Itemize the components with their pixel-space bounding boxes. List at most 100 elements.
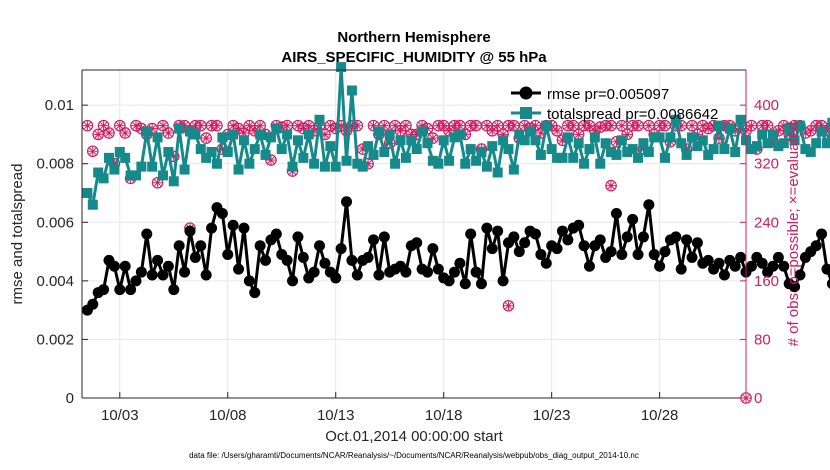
legend-totalspread-marker: [520, 107, 532, 119]
totalspread-point: [465, 144, 476, 155]
rmse-point: [351, 269, 363, 281]
totalspread-point: [341, 155, 352, 166]
totalspread-point: [816, 126, 827, 137]
rmse-point: [826, 278, 830, 289]
totalspread-point: [627, 144, 638, 155]
totalspread-point: [805, 147, 816, 157]
rmse-point: [125, 284, 137, 296]
totalspread-point: [665, 132, 676, 143]
rmse-point: [486, 243, 498, 255]
obs-marker: [194, 119, 207, 132]
y-tick-left-label: 0.002: [36, 331, 74, 348]
totalspread-point: [638, 138, 649, 149]
totalspread-point: [687, 132, 698, 143]
totalspread-point: [622, 147, 633, 157]
y-axis-right-label: # of obs: o=possible; ×=evaluated: [785, 122, 802, 347]
obs-marker-cross: [569, 122, 577, 130]
rmse-point: [222, 249, 234, 260]
obs-marker-circle: [200, 132, 212, 144]
rmse-point: [508, 231, 520, 243]
rmse-point: [789, 281, 801, 293]
totalspread-point: [255, 129, 266, 140]
totalspread-point: [611, 149, 622, 160]
rmse-point: [443, 275, 455, 287]
totalspread-point: [606, 147, 617, 157]
totalspread-point: [368, 149, 379, 160]
rmse-point: [238, 222, 250, 234]
rmse-point: [794, 269, 806, 281]
rmse-point: [519, 237, 531, 249]
x-tick-label: 10/23: [533, 407, 571, 424]
totalspread-point: [411, 144, 422, 155]
obs-marker-special-circle: [502, 299, 515, 312]
y-tick-right-label: 160: [754, 273, 779, 290]
obs-marker-circle: [427, 132, 439, 144]
rmse-point: [691, 237, 703, 249]
y-tick-left-label: 0.008: [36, 156, 74, 173]
rmse-point: [152, 254, 164, 266]
data-file-footnote: data file: /Users/gharamti/Documents/NCA…: [189, 451, 639, 460]
totalspread-point: [190, 129, 201, 140]
obs-marker-cross: [585, 122, 593, 130]
rmse-point: [718, 269, 730, 281]
totalspread-point: [211, 158, 222, 169]
totalspread-point: [87, 199, 98, 210]
totalspread-point: [390, 158, 401, 169]
rmse-point: [427, 243, 439, 255]
totalspread-point: [276, 144, 287, 155]
rmse-point: [314, 240, 326, 252]
rmse-point: [767, 260, 779, 272]
obs-marker-cross: [645, 122, 653, 130]
totalspread-point: [444, 155, 455, 166]
obs-marker-cross: [229, 122, 237, 130]
obs-marker-circle: [621, 128, 634, 141]
totalspread-point: [719, 144, 730, 155]
obs-marker-circle: [265, 154, 277, 166]
totalspread-point: [503, 144, 514, 155]
totalspread-point: [438, 135, 449, 146]
totalspread-point: [498, 135, 509, 146]
totalspread-point: [120, 152, 131, 163]
obs-marker-cross: [521, 122, 529, 130]
obs-marker-circle: [97, 119, 110, 132]
obs-marker: [211, 119, 223, 132]
obs-marker: [86, 145, 99, 158]
rmse-point: [378, 231, 390, 243]
totalspread-point: [422, 138, 433, 149]
obs-marker: [113, 119, 126, 132]
y-tick-right-label: 400: [754, 97, 779, 114]
totalspread-point: [114, 147, 125, 157]
obs-marker: [745, 119, 758, 132]
obs-marker-cross: [105, 129, 113, 137]
rmse-point: [681, 234, 693, 246]
rmse-point: [529, 228, 541, 240]
totalspread-point: [136, 161, 147, 172]
rmse-point: [745, 260, 757, 272]
obs-marker-cross: [294, 122, 302, 130]
totalspread-point: [573, 138, 584, 149]
totalspread-point: [427, 155, 438, 166]
obs-marker-circle: [551, 124, 563, 137]
rmse-point: [368, 234, 380, 246]
totalspread-point: [525, 126, 536, 137]
obs-marker-circle: [113, 119, 126, 132]
rmse-point: [686, 251, 698, 263]
y-tick-left-label: 0.006: [36, 214, 74, 231]
rmse-point: [713, 257, 725, 269]
obs-marker: [81, 119, 94, 132]
totalspread-point: [395, 135, 406, 146]
totalspread-point: [109, 164, 120, 175]
obs-marker-circle: [119, 127, 131, 139]
rmse-point: [162, 260, 174, 272]
rmse-point: [605, 246, 617, 258]
x-tick-label: 10/08: [209, 407, 247, 424]
totalspread-point: [557, 152, 568, 163]
totalspread-point: [692, 141, 703, 152]
rmse-point: [189, 251, 201, 263]
rmse-point: [670, 231, 682, 243]
totalspread-point: [217, 132, 228, 143]
rmse-point: [233, 263, 245, 275]
totalspread-point: [514, 129, 525, 140]
totalspread-point: [379, 147, 390, 157]
totalspread-point: [649, 132, 660, 143]
